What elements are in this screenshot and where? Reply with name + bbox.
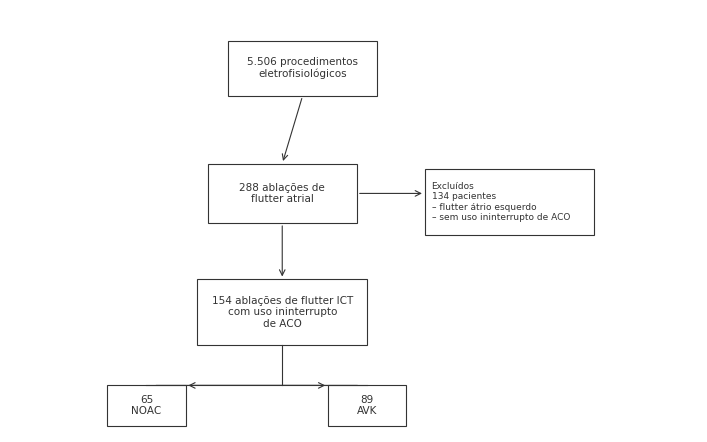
FancyBboxPatch shape: [197, 279, 367, 345]
Text: Excluídos
134 pacientes
– flutter átrio esquerdo
– sem uso ininterrupto de ACO: Excluídos 134 pacientes – flutter átrio …: [431, 182, 570, 222]
Text: 89
AVK: 89 AVK: [357, 395, 378, 416]
Text: 154 ablações de flutter ICT
com uso ininterrupto
de ACO: 154 ablações de flutter ICT com uso inin…: [211, 296, 353, 329]
FancyBboxPatch shape: [425, 169, 595, 235]
FancyBboxPatch shape: [208, 164, 357, 223]
FancyBboxPatch shape: [228, 41, 378, 96]
Text: 5.506 procedimentos
eletrofisiológicos: 5.506 procedimentos eletrofisiológicos: [247, 57, 358, 80]
FancyBboxPatch shape: [107, 385, 185, 426]
Text: 288 ablações de
flutter atrial: 288 ablações de flutter atrial: [240, 183, 325, 204]
FancyBboxPatch shape: [328, 385, 406, 426]
Text: 65
NOAC: 65 NOAC: [132, 395, 162, 416]
